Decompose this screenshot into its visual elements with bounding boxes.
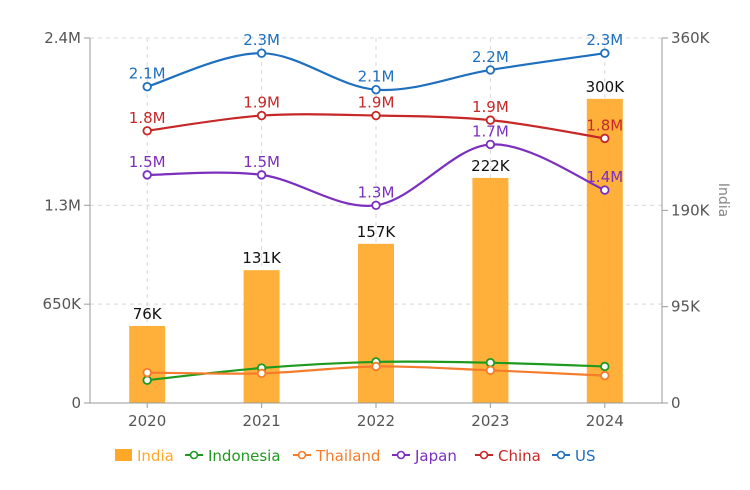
left-tick-label: 0: [71, 394, 81, 412]
right-tick-label: 360K: [671, 29, 711, 47]
japan-point: [256, 170, 267, 180]
us-legend-marker: [556, 450, 566, 460]
japan-point: [371, 200, 381, 210]
china-data-label: 1.9M: [358, 94, 395, 112]
us-point: [600, 48, 610, 58]
x-tick-label: 2023: [471, 412, 509, 430]
china-data-label: 1.8M: [586, 116, 623, 134]
japan-legend-marker: [396, 450, 406, 460]
us-data-label: 2.3M: [586, 31, 623, 49]
us-data-label: 2.1M: [358, 68, 395, 86]
india-bar-label: 131K: [242, 249, 282, 267]
right-axis-title: India: [715, 183, 731, 217]
thailand-point: [371, 361, 381, 372]
us-data-label: 2.2M: [472, 48, 509, 66]
x-tick-label: 2022: [357, 412, 395, 430]
china-point: [371, 110, 381, 121]
japan-data-label: 1.4M: [586, 168, 623, 186]
axes: 0 650K 1.3M 2.4M 0 95K 190K 360K 2020 2021 2022 202…: [43, 29, 711, 430]
india-bar-label: 300K: [586, 78, 626, 96]
japan-data-label: 1.3M: [358, 183, 395, 201]
india-bar-label: 76K: [133, 305, 163, 323]
japan-point: [485, 139, 496, 150]
china-legend-label: China: [498, 447, 541, 465]
us-point: [256, 48, 267, 58]
left-tick-label: 2.4M: [44, 29, 81, 47]
japan-data-label: 1.5M: [243, 153, 280, 171]
india-bar-label: 222K: [471, 157, 511, 175]
india-legend-swatch: [115, 449, 132, 461]
left-tick-label: 650K: [43, 295, 83, 313]
india-bar: [586, 98, 623, 403]
japan-point: [142, 170, 152, 180]
china-point: [600, 133, 610, 144]
indonesia-point: [485, 357, 496, 368]
us-point: [142, 81, 152, 92]
china-point: [256, 110, 267, 121]
thailand-point: [600, 370, 610, 381]
us-point: [485, 65, 496, 75]
china-data-label: 1.9M: [472, 98, 509, 116]
us-legend-label: US: [575, 447, 596, 465]
japan-data-label: 1.7M: [472, 122, 509, 140]
india-legend-label: India: [137, 447, 174, 465]
japan-point: [600, 185, 610, 195]
thailand-point: [485, 365, 496, 376]
legend: India Indonesia Thailand Japan China US: [115, 447, 596, 465]
us-point: [371, 85, 381, 95]
china-legend-marker: [479, 450, 489, 460]
china-point: [485, 115, 496, 125]
india-bar-label: 157K: [357, 223, 397, 241]
thailand-legend-label: Thailand: [315, 447, 380, 465]
china-point: [142, 126, 152, 136]
indonesia-legend-label: Indonesia: [208, 447, 281, 465]
us-data-label: 2.3M: [243, 31, 280, 49]
x-tick-label: 2024: [586, 412, 624, 430]
x-tick-label: 2020: [128, 412, 166, 430]
japan-data-label: 1.5M: [129, 153, 166, 171]
right-tick-label: 0: [671, 394, 681, 412]
japan-legend-label: Japan: [414, 447, 457, 465]
x-tick-label: 2021: [243, 412, 281, 430]
indonesia-point: [600, 361, 610, 372]
thailand-point: [142, 367, 152, 378]
indonesia-point: [142, 375, 152, 385]
us-data-label: 2.1M: [129, 65, 166, 83]
thailand-legend-marker: [297, 450, 307, 460]
right-tick-label: 190K: [671, 201, 711, 219]
china-data-label: 1.9M: [243, 94, 280, 112]
india-bar: [129, 325, 166, 403]
thailand-point: [256, 368, 267, 379]
india-bar: [358, 243, 394, 403]
right-tick-label: 95K: [671, 298, 701, 316]
data-labels: 76K 131K 157K 222K 300K 1.5M 1.5M 1.3M 1.7M 1.4M 1…: [129, 31, 625, 323]
country-lines: [142, 48, 610, 385]
china-data-label: 1.8M: [129, 109, 166, 127]
indonesia-legend-marker: [189, 450, 199, 460]
india-bar: [243, 270, 280, 403]
left-tick-label: 1.3M: [44, 196, 81, 214]
